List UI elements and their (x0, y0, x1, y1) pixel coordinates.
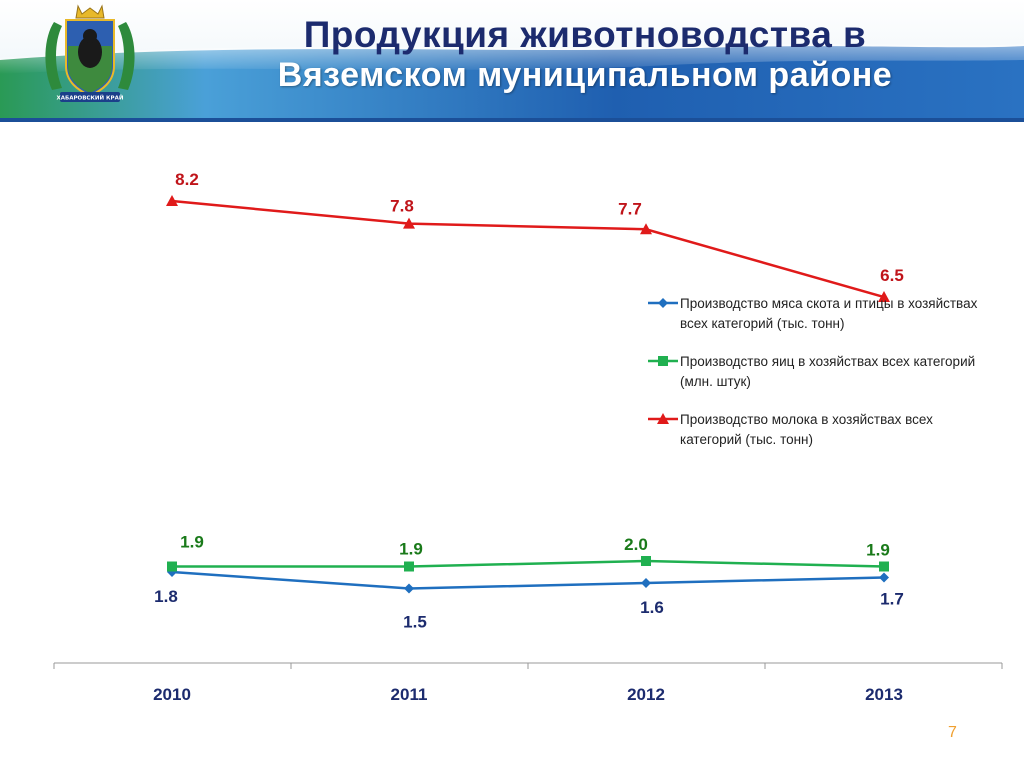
x-tick-label: 2013 (865, 685, 903, 704)
data-point-square (167, 561, 177, 572)
data-point-diamond (879, 572, 889, 583)
series-line (171, 570, 885, 590)
data-point-square (879, 561, 889, 572)
data-label: 1.8 (154, 587, 178, 606)
data-label: 1.9 (180, 533, 204, 552)
data-point-triangle (403, 217, 415, 229)
data-point-diamond (641, 578, 651, 588)
series-line (171, 199, 885, 299)
data-label: 7.8 (390, 197, 414, 216)
data-label: 1.9 (399, 540, 423, 559)
legend-marker-triangle-icon (648, 413, 678, 424)
data-label: 7.7 (618, 199, 642, 218)
legend-label-milk: Производство молока в хозяйствах всех ка… (680, 412, 933, 447)
svg-text:ХАБАРОВСКИЙ КРАЙ: ХАБАРОВСКИЙ КРАЙ (57, 94, 124, 102)
legend-item-milk: Производство молока в хозяйствах всех ка… (648, 410, 988, 450)
legend-marker-diamond-icon (648, 298, 678, 308)
slide-title-line-1: Продукция животноводства в (303, 14, 867, 55)
data-label: 1.7 (880, 590, 904, 609)
line-chart: 2010 2011 2012 2013 1.8 1.5 1.6 1.7 1.9 1.9 2.0 1.9… (53, 170, 1003, 704)
data-label: 8.2 (175, 170, 199, 189)
legend-label-eggs: Производство яиц в хозяйствах всех катег… (680, 354, 976, 389)
data-label: 1.9 (866, 541, 890, 560)
legend-item-meat: Производство мяса скота и птицы в хозяйс… (648, 294, 988, 334)
slide-header: ХАБАРОВСКИЙ КРАЙ Продукция животноводств… (0, 0, 1024, 122)
x-tick-label: 2012 (627, 685, 665, 704)
legend-marker-square-icon (648, 356, 678, 366)
data-label: 1.6 (640, 598, 664, 617)
data-point-diamond (404, 583, 414, 594)
x-tick-label: 2011 (391, 685, 428, 704)
chart-legend: Производство мяса скота и птицы в хозяйс… (648, 294, 988, 468)
slide-title-line-2: Вяземском муниципальном районе (277, 56, 893, 94)
legend-item-eggs: Производство яиц в хозяйствах всех катег… (648, 352, 988, 392)
data-point-square (641, 556, 651, 566)
data-point-triangle (640, 223, 652, 235)
data-point-triangle (878, 291, 890, 303)
page-number: 7 (948, 724, 957, 741)
coat-of-arms-icon: ХАБАРОВСКИЙ КРАЙ (45, 4, 135, 102)
data-point-triangle (166, 195, 178, 206)
header-wave-background (0, 44, 1024, 122)
data-label: 2.0 (624, 535, 648, 554)
data-label: 6.5 (880, 266, 904, 285)
legend-label-meat: Производство мяса скота и птицы в хозяйс… (680, 296, 978, 331)
data-label: 1.5 (403, 613, 427, 632)
data-point-square (404, 561, 414, 572)
series-line (172, 559, 885, 568)
x-tick-label: 2010 (153, 685, 191, 704)
